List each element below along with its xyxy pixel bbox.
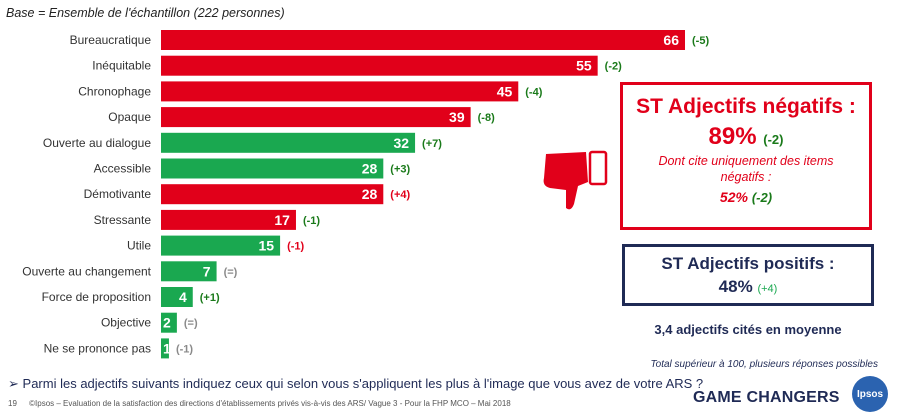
bar: [161, 312, 177, 333]
value-label: 28: [362, 186, 378, 202]
value-label: 39: [449, 109, 465, 125]
total-note: Total supérieur à 100, plusieurs réponse…: [650, 359, 878, 370]
category-label: Inéquitable: [92, 59, 151, 73]
bar: [161, 107, 471, 128]
value-label: 32: [393, 135, 409, 151]
bar: [161, 81, 519, 102]
category-label: Force de proposition: [42, 290, 151, 304]
bar: [161, 209, 296, 230]
category-label: Ouverte au dialogue: [43, 136, 151, 150]
thumbs-down-icon: [540, 146, 612, 221]
change-label: (-4): [525, 86, 542, 98]
arrow-bullet-icon: ➢: [8, 376, 19, 391]
change-label: (-1): [176, 343, 193, 355]
negative-only-value: 52%: [719, 189, 748, 205]
average-adjectives-text: 3,4 adjectifs cités en moyenne: [654, 322, 842, 337]
footer-text: ©Ipsos – Evaluation de la satisfaction d…: [29, 399, 511, 408]
change-label: (+3): [390, 164, 410, 176]
category-label: Opaque: [108, 110, 151, 124]
negative-only-change: (-2): [751, 190, 773, 205]
base-text: Base = Ensemble de l'échantillon (222 pe…: [6, 6, 285, 20]
bar: [161, 30, 685, 50]
bar-chart: Bureaucratique 66 (-5) Inéquitable 55 (-2) Chr…: [22, 30, 709, 359]
question-text: Parmi les adjectifs suivants indiquez ce…: [22, 376, 704, 391]
category-label: Accessible: [94, 162, 152, 176]
category-label: Objective: [101, 316, 151, 330]
value-label: 28: [362, 161, 378, 177]
category-label: Utile: [127, 239, 151, 253]
change-label: (-5): [692, 35, 709, 47]
survey-question: ➢ Parmi les adjectifs suivants indiquez …: [8, 376, 703, 392]
value-label: 45: [497, 83, 513, 99]
category-label: Ouverte au changement: [22, 264, 151, 278]
positive-title: ST Adjectifs positifs :: [661, 254, 835, 273]
brand-text: GAME CHANGERS: [693, 389, 840, 406]
bar: [161, 338, 169, 359]
positive-pct-value: 48%: [718, 277, 753, 296]
page-number: 19: [8, 399, 17, 408]
footer: 19 ©Ipsos – Evaluation de la satisfactio…: [8, 399, 511, 408]
change-label: (+1): [200, 292, 220, 304]
change-label: (-1): [287, 241, 304, 253]
bar: [161, 184, 384, 205]
value-label: 15: [259, 238, 275, 254]
category-label: Ne se prononce pas: [44, 341, 151, 355]
change-label: (-2): [605, 61, 622, 73]
value-label: 4: [179, 289, 187, 305]
value-label: 2: [163, 315, 171, 331]
category-label: Chronophage: [78, 84, 151, 98]
bar: [161, 261, 217, 282]
bar: [161, 158, 384, 179]
value-label: 55: [576, 58, 592, 74]
change-label: (-8): [478, 112, 495, 124]
value-label: 7: [203, 263, 211, 279]
change-label: (=): [224, 266, 238, 278]
negative-percentage: 89% (-2): [623, 123, 869, 151]
value-label: 66: [663, 32, 679, 48]
negative-note: Dont cite uniquement des items négatifs …: [658, 154, 834, 184]
category-label: Démotivante: [84, 187, 152, 201]
negative-pct-change: (-2): [763, 132, 784, 147]
change-label: (+7): [422, 138, 442, 150]
value-label: 1: [163, 340, 171, 356]
negative-pct-value: 89%: [708, 123, 757, 150]
change-label: (-1): [303, 215, 320, 227]
negative-summary-box: ST Adjectifs négatifs : 89% (-2) Dont ci…: [620, 82, 872, 230]
negative-title: ST Adjectifs négatifs :: [636, 95, 856, 118]
category-label: Bureaucratique: [70, 33, 152, 47]
bar: [161, 132, 416, 153]
category-label: Stressante: [94, 213, 152, 227]
change-label: (=): [184, 318, 198, 330]
change-label: (+4): [390, 189, 410, 201]
positive-percentage: 48% (+4): [625, 277, 871, 297]
negative-only-percentage: 52% (-2): [623, 189, 869, 205]
bar: [161, 287, 193, 307]
bar: [161, 235, 281, 256]
positive-pct-change: (+4): [757, 283, 778, 295]
ipsos-logo: Ipsos: [852, 376, 888, 412]
value-label: 17: [274, 212, 290, 228]
positive-summary-box: ST Adjectifs positifs : 48% (+4): [622, 244, 874, 306]
bar: [161, 55, 598, 76]
